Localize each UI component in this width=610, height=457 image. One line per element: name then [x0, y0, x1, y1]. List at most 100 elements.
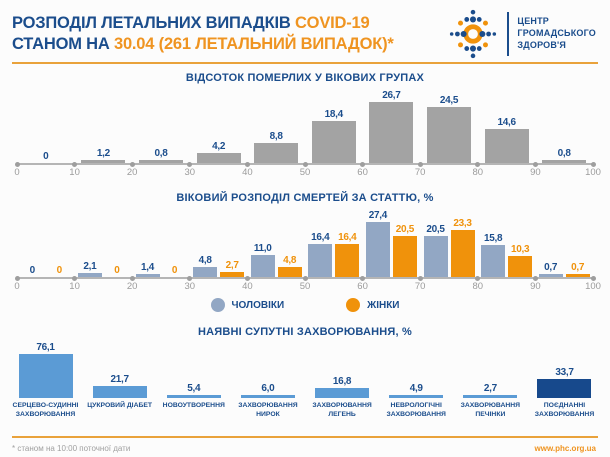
x-tick-label: 70	[414, 281, 426, 292]
x-tick-label: 50	[299, 281, 311, 292]
bar-value-label: 0,8	[557, 148, 571, 159]
x-tick-label: 50	[299, 167, 311, 178]
bar	[139, 160, 183, 163]
bar-value-label: 4,9	[409, 382, 423, 394]
bar-value-label: 16,8	[332, 376, 352, 388]
bar	[365, 222, 390, 277]
axis-tick-dot	[417, 162, 423, 167]
bar-value-label: 16,4	[311, 232, 330, 244]
x-tick-label: 10	[69, 167, 80, 178]
bar	[81, 160, 126, 163]
comorbidity-category-label: НОВОУТВОРЕННЯ	[162, 402, 225, 410]
bar	[389, 394, 444, 399]
bar-value-label: 0,8	[154, 148, 168, 159]
x-tick-label: 80	[472, 167, 484, 178]
axis-tick-dot	[417, 276, 423, 281]
comorbidity-category-label: ЦУКРОВИЙ ДІАБЕТ	[87, 402, 153, 410]
bar-value-label: 1,4	[140, 262, 154, 273]
x-tick-label: 100	[585, 167, 601, 178]
x-tick-label: 10	[69, 281, 80, 292]
comorbidity-category-label: ЗАХВОРЮВАННЯ ЛЕГЕНЬ	[312, 402, 372, 419]
bar-value-label: 0	[29, 265, 36, 276]
bar-value-label: 76,1	[36, 342, 55, 353]
comorbidity-column: 5,4 НОВОУТВОРЕННЯ	[158, 383, 229, 421]
bar	[193, 267, 218, 277]
bar-value-label: 33,7	[555, 366, 574, 378]
bar-value-label: 20,5	[395, 224, 415, 235]
bar	[423, 236, 448, 277]
comorbidity-category-label: ПОЄДНАННІ ЗАХВОРЮВАННЯ	[534, 402, 595, 419]
bar-value-label: 0	[43, 151, 49, 162]
x-tick-label: 90	[530, 167, 541, 178]
comorbidity-column: 6,0 ЗАХВОРЮВАННЯ НИРОК	[232, 383, 303, 421]
bar-value-label: 4,8	[198, 255, 212, 267]
bar-value-label: 0	[56, 265, 63, 276]
axis-tick-dot	[187, 276, 193, 281]
axis-tick-dot	[532, 162, 538, 167]
bar	[135, 274, 160, 277]
title-line2-dark: СТАНОМ НА	[12, 35, 110, 53]
bar-value-label: 2,7	[225, 259, 239, 271]
bar	[240, 394, 295, 399]
bar	[92, 385, 147, 399]
axis-tick-dot	[72, 162, 78, 167]
bar-value-label: 21,7	[110, 373, 130, 385]
bar	[538, 274, 563, 277]
x-tick-label: 40	[242, 281, 253, 292]
x-tick-label: 20	[126, 281, 138, 292]
bar	[196, 153, 241, 163]
footnote: * станом на 10:00 поточної дати	[12, 444, 131, 453]
axis-tick-dot	[590, 162, 596, 167]
axis-tick-dot	[475, 276, 481, 281]
female-legend-dot-icon	[346, 298, 361, 312]
site-url: www.phc.org.ua	[534, 444, 596, 453]
bar-value-label: 2,7	[483, 382, 497, 394]
title-line1-accent: COVID-19	[294, 13, 370, 32]
logo-text-line2: ГРОМАДСЬКОГО	[517, 28, 596, 39]
bar-value-label: 15,8	[483, 233, 503, 245]
bar	[166, 394, 221, 399]
comorbidity-column: 4,9 НЕВРОЛОГІЧНІ ЗАХВОРЮВАННЯ	[381, 383, 452, 421]
bar	[542, 160, 587, 163]
bar	[335, 244, 360, 277]
comorbidity-column: 16,8 ЗАХВОРЮВАННЯ ЛЕГЕНЬ	[307, 376, 378, 420]
chart3-title: НАЯВНІ СУПУТНІ ЗАХВОРЮВАННЯ, %	[197, 326, 413, 338]
axis-tick-dot	[129, 276, 135, 281]
axis-tick-dot	[475, 162, 481, 167]
phc-logo: ЦЕНТР ГРОМАДСЬКОГО ЗДОРОВ'Я	[447, 8, 596, 60]
bar	[311, 120, 356, 163]
bar-value-label: 16,4	[338, 232, 357, 244]
axis-tick-dot	[532, 276, 538, 281]
bar-value-label: 4,8	[283, 255, 297, 267]
chart1-title: ВІДСОТОК ПОМЕРЛИХ У ВІКОВИХ ГРУПАХ	[185, 72, 425, 84]
bar-value-label: 0	[171, 265, 178, 276]
bar-value-label: 0,7	[571, 262, 585, 273]
bar	[220, 271, 245, 277]
bar	[369, 101, 414, 163]
phc-logo-dots-icon	[450, 9, 497, 59]
x-tick-label: 40	[242, 167, 253, 178]
chart2-age-by-sex: 0 10 20 30 40 50 60 70 80 90 100 0 0 2,1 0 1,4 0 4,8 2,7 11…	[12, 206, 601, 292]
bar-value-label: 14,6	[497, 117, 516, 129]
bar	[392, 236, 417, 277]
page-title: РОЗПОДІЛ ЛЕТАЛЬНИХ ВИПАДКІВ COVID-19 СТА…	[12, 13, 394, 56]
axis-tick-dot	[187, 162, 193, 167]
axis-tick-dot	[129, 162, 135, 167]
x-tick-label: 0	[14, 281, 20, 292]
comorbidity-column: 33,7 ПОЄДНАННІ ЗАХВОРЮВАННЯ	[529, 367, 600, 421]
bar	[565, 274, 590, 277]
bar-value-label: 23,3	[453, 218, 472, 230]
bar	[250, 255, 275, 277]
footer-divider	[12, 436, 598, 438]
x-tick-label: 60	[357, 167, 368, 178]
bar	[254, 142, 299, 163]
x-tick-label: 60	[357, 281, 368, 292]
bar	[537, 378, 592, 399]
comorbidity-category-label: ЗАХВОРЮВАННЯ ПЕЧІНКИ	[460, 402, 521, 419]
axis-tick-dot	[302, 162, 308, 167]
comorbidity-column: 2,7 ЗАХВОРЮВАННЯ ПЕЧІНКИ	[455, 383, 526, 421]
header: РОЗПОДІЛ ЛЕТАЛЬНИХ ВИПАДКІВ COVID-19 СТА…	[0, 0, 610, 62]
comorbidity-category-label: СЕРЦЕВО-СУДИННІ ЗАХВОРЮВАННЯ	[12, 402, 79, 419]
chart2-legend: ЧОЛОВІКИ ЖІНКИ	[0, 298, 610, 312]
